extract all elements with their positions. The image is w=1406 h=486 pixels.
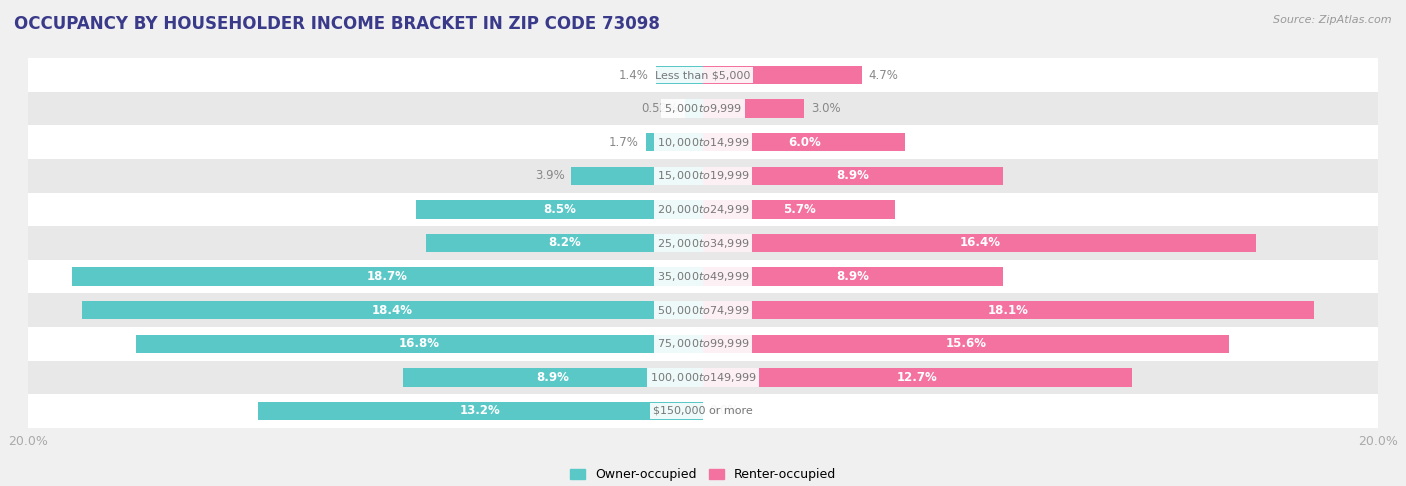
Bar (703, 200, 896, 219)
Text: 1.7%: 1.7% (609, 136, 638, 149)
Bar (28, 226, 1378, 260)
Bar (82, 301, 703, 319)
Bar (28, 58, 1378, 92)
Text: 8.9%: 8.9% (837, 270, 869, 283)
Text: $100,000 to $149,999: $100,000 to $149,999 (650, 371, 756, 384)
Text: 5.7%: 5.7% (783, 203, 815, 216)
Text: $10,000 to $14,999: $10,000 to $14,999 (657, 136, 749, 149)
Bar (28, 327, 1378, 361)
Bar (703, 100, 804, 118)
Text: 16.8%: 16.8% (399, 337, 440, 350)
Text: 6.0%: 6.0% (787, 136, 821, 149)
Text: $15,000 to $19,999: $15,000 to $19,999 (657, 169, 749, 182)
Bar (686, 100, 703, 118)
Text: 0.0%: 0.0% (710, 404, 740, 417)
Text: 15.6%: 15.6% (946, 337, 987, 350)
Text: 18.4%: 18.4% (373, 304, 413, 317)
Bar (72, 267, 703, 286)
Text: 13.2%: 13.2% (460, 404, 501, 417)
Bar (703, 234, 1257, 252)
Bar (703, 167, 1004, 185)
Text: $150,000 or more: $150,000 or more (654, 406, 752, 416)
Text: $75,000 to $99,999: $75,000 to $99,999 (657, 337, 749, 350)
Text: OCCUPANCY BY HOUSEHOLDER INCOME BRACKET IN ZIP CODE 73098: OCCUPANCY BY HOUSEHOLDER INCOME BRACKET … (14, 15, 659, 33)
Bar (703, 133, 905, 152)
Text: 16.4%: 16.4% (959, 237, 1000, 249)
Bar (703, 368, 1132, 386)
Bar (703, 66, 862, 85)
Bar (416, 200, 703, 219)
Bar (571, 167, 703, 185)
Text: 8.5%: 8.5% (543, 203, 576, 216)
Bar (703, 334, 1229, 353)
Text: $5,000 to $9,999: $5,000 to $9,999 (664, 102, 742, 115)
Bar (645, 133, 703, 152)
Text: $50,000 to $74,999: $50,000 to $74,999 (657, 304, 749, 317)
Legend: Owner-occupied, Renter-occupied: Owner-occupied, Renter-occupied (565, 464, 841, 486)
Text: 12.7%: 12.7% (897, 371, 938, 384)
Bar (402, 368, 703, 386)
Text: 3.0%: 3.0% (811, 102, 841, 115)
Text: Source: ZipAtlas.com: Source: ZipAtlas.com (1274, 15, 1392, 25)
Bar (28, 159, 1378, 192)
Bar (28, 260, 1378, 294)
Text: 1.4%: 1.4% (619, 69, 650, 82)
Text: 0.52%: 0.52% (641, 102, 679, 115)
Text: 18.1%: 18.1% (988, 304, 1029, 317)
Bar (28, 394, 1378, 428)
Text: 18.7%: 18.7% (367, 270, 408, 283)
Bar (28, 361, 1378, 394)
Bar (136, 334, 703, 353)
Text: $35,000 to $49,999: $35,000 to $49,999 (657, 270, 749, 283)
Bar (703, 301, 1313, 319)
Bar (426, 234, 703, 252)
Bar (28, 125, 1378, 159)
Text: 8.2%: 8.2% (548, 237, 581, 249)
Text: 3.9%: 3.9% (534, 169, 565, 182)
Bar (28, 192, 1378, 226)
Text: 8.9%: 8.9% (537, 371, 569, 384)
Bar (28, 92, 1378, 125)
Text: 8.9%: 8.9% (837, 169, 869, 182)
Bar (257, 401, 703, 420)
Text: $25,000 to $34,999: $25,000 to $34,999 (657, 237, 749, 249)
Text: 4.7%: 4.7% (869, 69, 898, 82)
Text: $20,000 to $24,999: $20,000 to $24,999 (657, 203, 749, 216)
Bar (655, 66, 703, 85)
Text: Less than $5,000: Less than $5,000 (655, 70, 751, 80)
Bar (703, 267, 1004, 286)
Bar (28, 294, 1378, 327)
